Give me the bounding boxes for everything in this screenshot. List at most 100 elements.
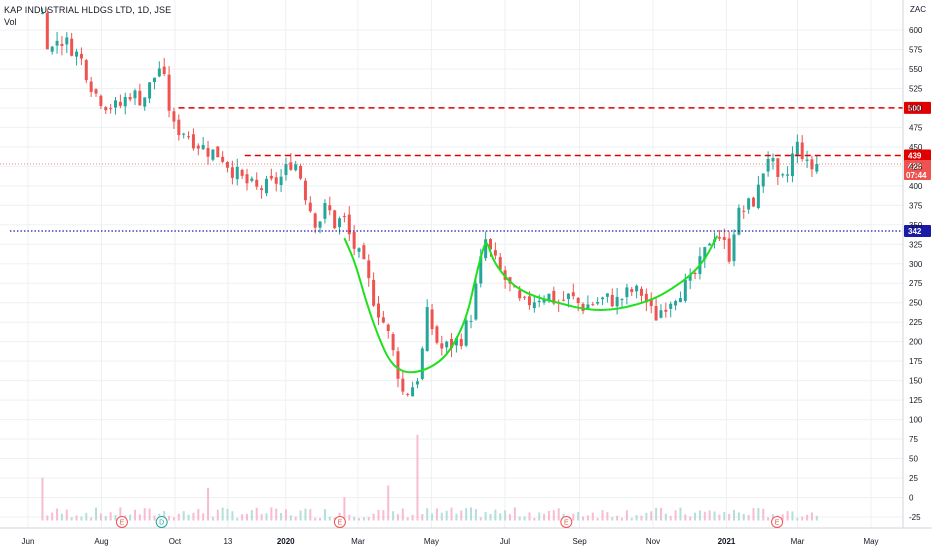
volume-bar bbox=[168, 516, 170, 521]
candle bbox=[796, 135, 799, 164]
volume-bar bbox=[514, 507, 516, 520]
volume-bar bbox=[543, 514, 545, 521]
candle bbox=[387, 323, 390, 338]
candle-body bbox=[377, 304, 380, 318]
volume-bar bbox=[455, 514, 457, 521]
candle-body bbox=[625, 287, 628, 297]
candle bbox=[801, 135, 804, 161]
candle bbox=[557, 300, 560, 312]
candle-body bbox=[523, 297, 526, 298]
volume-bar bbox=[51, 513, 53, 521]
y-tick-label: 75 bbox=[909, 435, 918, 444]
candle bbox=[757, 176, 760, 210]
candle-body bbox=[99, 96, 102, 106]
candle-body bbox=[216, 146, 219, 157]
candle bbox=[202, 137, 205, 150]
candle bbox=[328, 197, 331, 216]
volume-bar bbox=[188, 515, 190, 521]
volume-bar bbox=[660, 508, 662, 521]
candle bbox=[679, 292, 682, 303]
volume-bar bbox=[353, 517, 355, 521]
volume-bar bbox=[806, 515, 808, 521]
volume-bar bbox=[733, 510, 735, 520]
volume-bar bbox=[348, 515, 350, 521]
candle-body bbox=[51, 47, 54, 52]
volume-bar bbox=[597, 518, 599, 521]
candle-body bbox=[416, 381, 419, 384]
volume-bar bbox=[451, 508, 453, 521]
x-tick-label: 2021 bbox=[718, 537, 736, 546]
candle-body bbox=[304, 181, 307, 201]
candle bbox=[421, 346, 424, 380]
volume-bar bbox=[504, 510, 506, 520]
candle bbox=[245, 169, 248, 191]
candle-body bbox=[401, 379, 404, 392]
candle bbox=[309, 196, 312, 213]
candle-body bbox=[392, 334, 395, 350]
candle-body bbox=[109, 108, 112, 109]
volume-bar bbox=[382, 510, 384, 520]
volume-bar bbox=[236, 518, 238, 521]
volume-bar bbox=[465, 508, 467, 520]
candle bbox=[343, 213, 346, 223]
volume-bar bbox=[280, 513, 282, 520]
volume-bar bbox=[231, 511, 233, 520]
candle-body bbox=[591, 304, 594, 305]
candle-body bbox=[85, 60, 88, 80]
volume-bar bbox=[767, 517, 769, 520]
event-marker-label: E bbox=[564, 520, 569, 527]
candle-body bbox=[655, 306, 658, 320]
candle bbox=[323, 199, 326, 223]
volume-bar bbox=[197, 509, 199, 520]
volume-bar bbox=[602, 510, 604, 520]
candle-body bbox=[299, 166, 302, 179]
candle bbox=[401, 372, 404, 395]
candle-body bbox=[630, 289, 633, 292]
volume-bar bbox=[640, 516, 642, 521]
volume-bar bbox=[212, 517, 214, 521]
candle-body bbox=[280, 177, 283, 185]
candle-body bbox=[133, 91, 136, 99]
candle-body bbox=[104, 107, 107, 110]
candle bbox=[241, 169, 244, 179]
volume-bar bbox=[499, 513, 501, 520]
candle bbox=[216, 146, 219, 157]
y-tick-label: 100 bbox=[909, 416, 923, 425]
y-tick-label: 475 bbox=[909, 123, 923, 132]
candle-body bbox=[791, 153, 794, 176]
volume-bar bbox=[290, 515, 292, 520]
candle-body bbox=[411, 387, 414, 396]
volume-bar bbox=[762, 509, 764, 521]
candle bbox=[572, 284, 575, 300]
candle bbox=[392, 332, 395, 356]
candle bbox=[728, 232, 731, 264]
volume-bar bbox=[46, 516, 48, 521]
candle bbox=[747, 198, 750, 214]
candle bbox=[85, 59, 88, 83]
candle bbox=[158, 61, 161, 77]
volume-bar bbox=[61, 514, 63, 521]
candle-body bbox=[659, 310, 662, 318]
candle bbox=[143, 97, 146, 110]
volume-bar bbox=[358, 518, 360, 520]
volume-bar bbox=[650, 511, 652, 520]
volume-bar bbox=[246, 514, 248, 521]
volume-bar bbox=[265, 513, 267, 520]
candle-body bbox=[260, 188, 263, 190]
y-tick-label: 225 bbox=[909, 318, 923, 327]
y-tick-label: 125 bbox=[909, 396, 923, 405]
candle-body bbox=[250, 179, 253, 181]
volume-bar bbox=[801, 516, 803, 520]
volume-bar bbox=[207, 488, 209, 521]
volume-bar bbox=[95, 508, 97, 521]
candle bbox=[197, 143, 200, 155]
candle bbox=[260, 185, 263, 198]
volume-bar bbox=[309, 509, 311, 520]
candle-body bbox=[801, 143, 804, 159]
y-tick-label: -25 bbox=[909, 513, 921, 522]
candle-body bbox=[572, 292, 575, 296]
volume-bar bbox=[144, 508, 146, 520]
y-tick-label: 0 bbox=[909, 494, 914, 503]
candle-body bbox=[533, 302, 536, 308]
